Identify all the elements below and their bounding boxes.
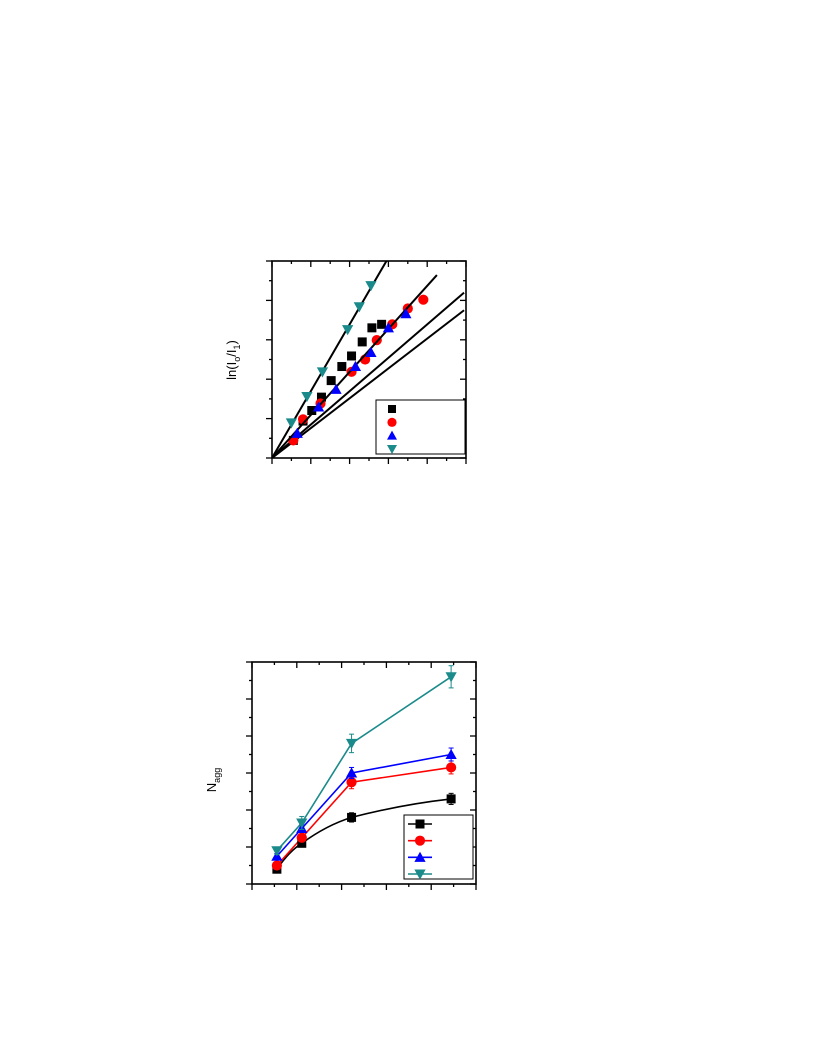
- data-point: [296, 818, 308, 829]
- data-point: [367, 323, 377, 333]
- y-label-part: ln(I: [224, 362, 239, 380]
- data-point: [445, 672, 457, 683]
- legend-marker: [414, 869, 426, 880]
- legend-marker: [387, 445, 397, 454]
- data-point: [446, 762, 457, 773]
- y-label-part: ): [224, 340, 239, 344]
- data-point: [346, 777, 357, 788]
- data-point: [377, 319, 387, 329]
- data-point: [316, 392, 326, 402]
- plot-area: [272, 261, 465, 458]
- data-point: [446, 794, 456, 804]
- data-point: [307, 406, 317, 416]
- data-point: [418, 294, 429, 305]
- fit-line-1: [272, 309, 465, 458]
- data-point: [291, 427, 303, 438]
- data-point: [297, 838, 307, 848]
- data-point: [353, 302, 365, 313]
- data-point: [271, 860, 282, 871]
- legend-marker: [414, 835, 426, 846]
- legend-marker: [414, 851, 426, 862]
- data-point: [326, 376, 336, 386]
- legend-marker: [387, 430, 397, 440]
- data-point: [342, 325, 354, 336]
- series-line-1: [276, 798, 452, 870]
- plot-frame: [251, 661, 477, 885]
- plot-area: [276, 676, 452, 870]
- data-point: [301, 391, 313, 403]
- y-label-part: 1: [232, 345, 242, 350]
- plot-frame: [271, 260, 467, 459]
- y-axis-label: ln(Io/I1): [224, 340, 242, 380]
- data-point: [400, 308, 412, 319]
- data-point: [345, 738, 358, 750]
- data-point: [365, 346, 377, 357]
- fit-line-2: [272, 291, 465, 458]
- legend-marker: [415, 819, 425, 829]
- data-point: [347, 351, 357, 361]
- data-point: [445, 748, 457, 759]
- data-point: [285, 418, 298, 429]
- data-point: [312, 401, 325, 412]
- y-axis-label: Nagg: [204, 768, 222, 792]
- data-point: [296, 832, 307, 843]
- data-point: [365, 281, 377, 292]
- legend: [403, 814, 474, 880]
- data-point: [316, 367, 329, 378]
- series-line-2: [276, 766, 452, 867]
- data-point: [347, 812, 357, 822]
- y-label-part: agg: [212, 768, 222, 783]
- y-label-part: o: [232, 357, 242, 362]
- chart-2: Nagg: [204, 661, 477, 890]
- data-point: [271, 846, 283, 857]
- data-point: [382, 322, 395, 333]
- data-point: [357, 337, 367, 347]
- data-point: [345, 767, 358, 778]
- legend-marker: [388, 405, 396, 413]
- y-label-part: N: [204, 783, 219, 792]
- legend: [375, 399, 466, 455]
- data-point: [337, 362, 347, 372]
- data-point: [330, 383, 342, 394]
- series-line-3: [276, 753, 452, 857]
- y-label-part: /I: [224, 350, 239, 357]
- legend-marker: [387, 417, 397, 427]
- series-line-4: [276, 676, 452, 852]
- chart-1: ln(Io/I1): [224, 260, 467, 464]
- data-point: [349, 360, 362, 372]
